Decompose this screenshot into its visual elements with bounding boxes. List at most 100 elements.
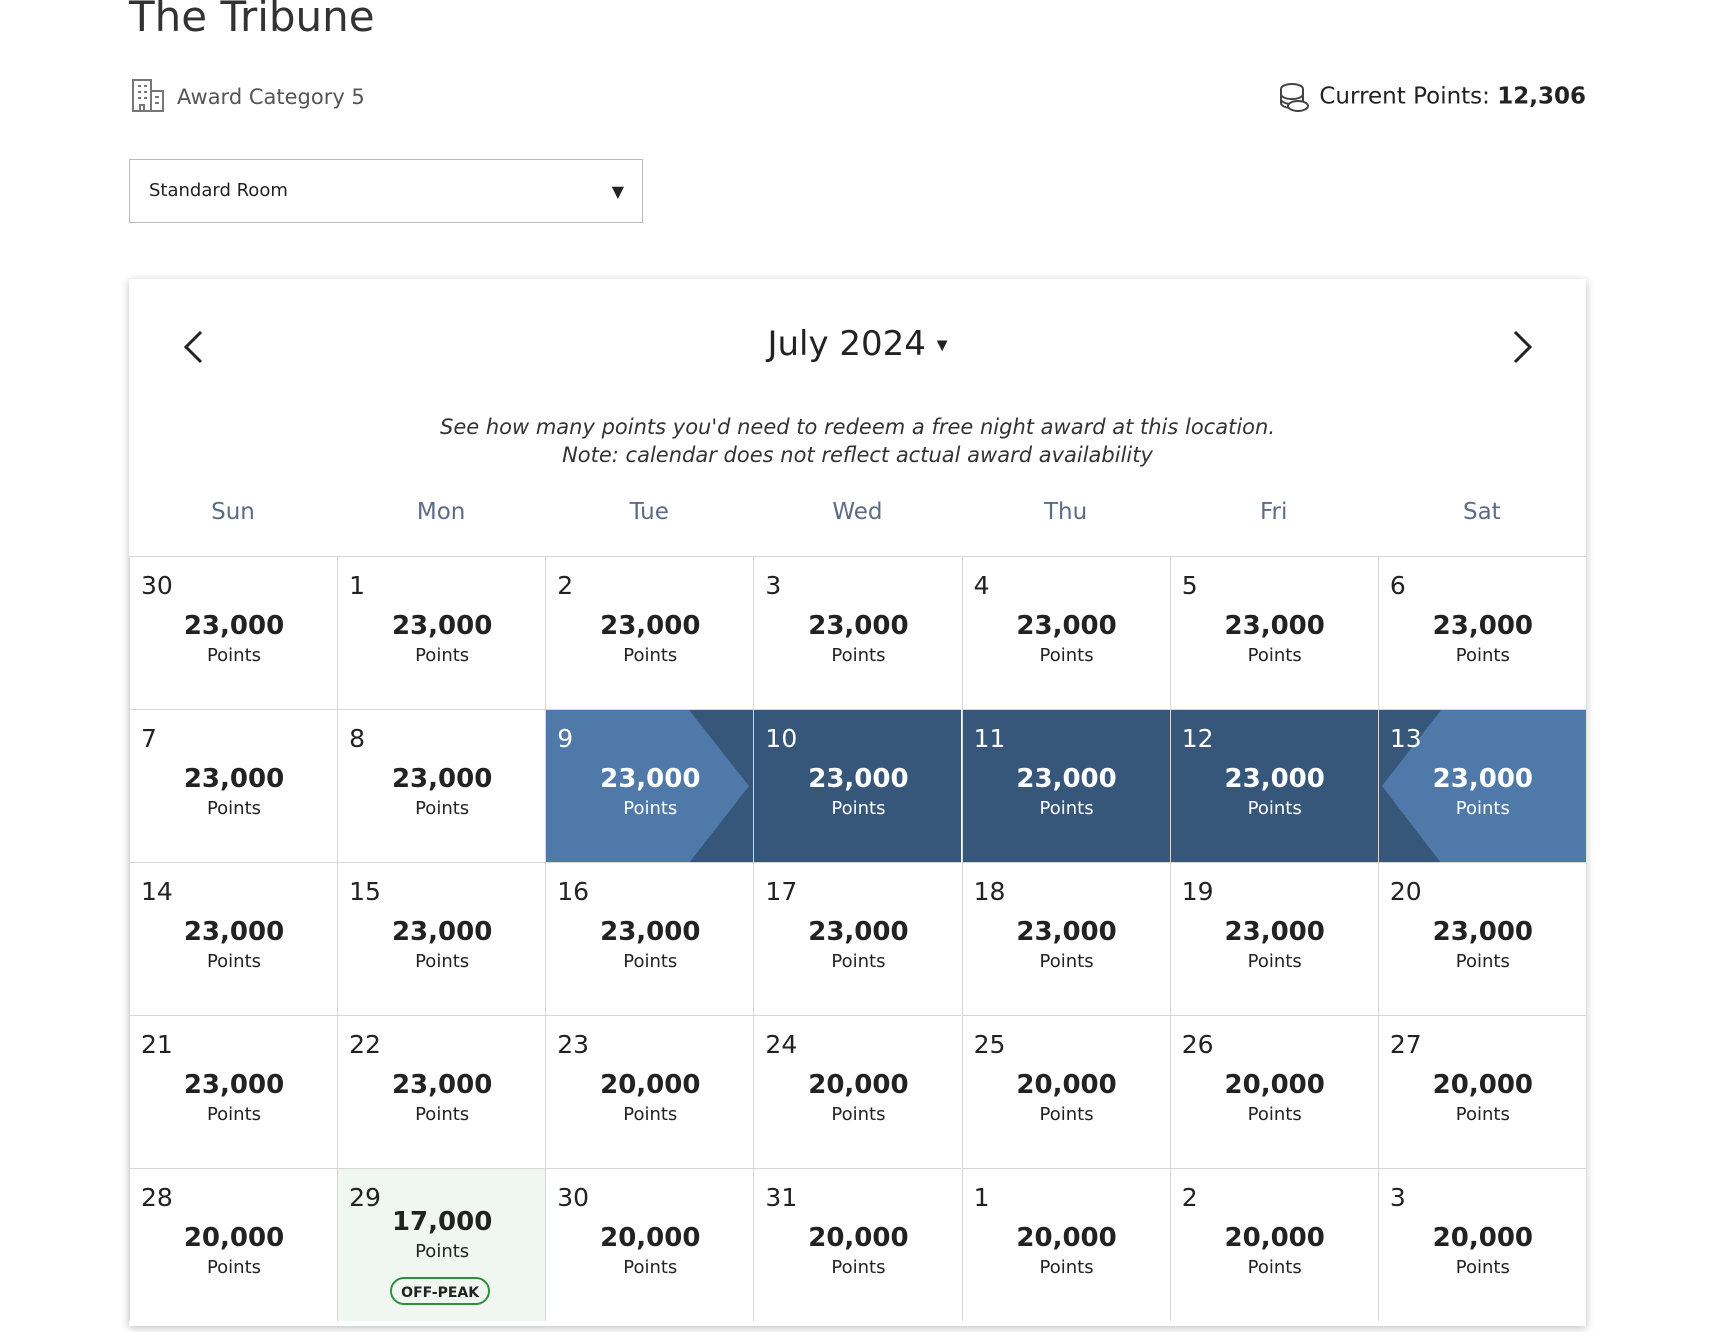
points-unit: Points [206, 1104, 262, 1125]
points: 17,000 [391, 1207, 493, 1237]
points: 23,000 [600, 764, 701, 794]
day-number: 18 [973, 877, 1006, 906]
day-number: 10 [765, 724, 798, 753]
day-cell[interactable]: 7 23,000 Points [129, 709, 337, 862]
day-cell[interactable]: 25 20,000 Points [961, 1015, 1170, 1168]
day-number: 7 [141, 724, 157, 753]
month-label: July 2024 [767, 324, 926, 364]
coins-icon [1280, 83, 1310, 112]
current-points-label: Current Points: [1319, 83, 1490, 110]
points: 20,000 [1016, 1223, 1117, 1253]
calendar-note: See how many points you'd need to redeem… [440, 415, 1275, 467]
points: 23,000 [1432, 764, 1534, 794]
day-cell[interactable]: 9 23,000 Points [545, 709, 754, 862]
day-number: 12 [1181, 724, 1214, 753]
points: 23,000 [1016, 764, 1117, 794]
day-cell[interactable]: 1 23,000 Points [337, 556, 546, 709]
day-number: 22 [349, 1030, 381, 1059]
day-number: 11 [973, 724, 1006, 753]
day-cell[interactable]: 2 23,000 Points [545, 556, 754, 709]
points: 23,000 [1016, 917, 1117, 947]
day-number: 26 [1181, 1030, 1214, 1059]
weekday-label: Tue [629, 499, 669, 525]
day-cell[interactable]: 12 23,000 Points [1169, 709, 1378, 862]
day-number: 9 [557, 724, 574, 753]
current-points: Current Points: 12,306 [1277, 80, 1586, 114]
day-cell[interactable]: 20 23,000 Points [1377, 862, 1586, 1015]
day-cell[interactable]: 24 20,000 Points [753, 1015, 962, 1168]
points-unit: Points [831, 1257, 886, 1278]
day-cell[interactable]: 23 20,000 Points [545, 1015, 754, 1168]
points-unit: Points [1039, 951, 1094, 972]
points: 23,000 [391, 611, 493, 641]
points: 23,000 [1016, 611, 1117, 641]
points-unit: Points [1039, 798, 1094, 819]
day-cell[interactable]: 5 23,000 Points [1169, 556, 1378, 709]
points-unit: Points [831, 645, 886, 666]
day-number: 14 [141, 877, 173, 906]
day-cell[interactable]: 3 23,000 Points [753, 556, 962, 709]
day-cell[interactable]: 15 23,000 Points [337, 862, 546, 1015]
day-cell[interactable]: 11 23,000 Points [961, 709, 1170, 862]
day-number: 1 [349, 571, 366, 600]
points-unit: Points [831, 951, 886, 972]
points-unit: Points [1247, 1257, 1302, 1278]
day-cell[interactable]: 1 20,000 Points [961, 1168, 1170, 1321]
points-unit: Points [623, 951, 678, 972]
day-number: 13 [1389, 724, 1422, 753]
next-month[interactable] [1509, 329, 1535, 365]
day-number: 3 [1389, 1183, 1406, 1212]
day-cell[interactable]: 30 20,000 Points [545, 1168, 754, 1321]
day-cell[interactable]: 26 20,000 Points [1169, 1015, 1378, 1168]
points-unit: Points [623, 798, 678, 819]
day-cell[interactable]: 21 23,000 Points [129, 1015, 337, 1168]
building-icon [132, 79, 164, 112]
points: 20,000 [808, 1223, 909, 1253]
day-number: 1 [973, 1183, 990, 1212]
points-unit: Points [206, 1257, 262, 1278]
off-peak-badge: OFF-PEAK [390, 1277, 491, 1305]
room-select-value: Standard Room [149, 180, 288, 201]
day-cell[interactable]: 6 23,000 Points [1377, 556, 1586, 709]
points: 23,000 [808, 611, 909, 641]
day-cell[interactable]: 27 20,000 Points [1377, 1015, 1586, 1168]
day-cell[interactable]: 31 20,000 Points [753, 1168, 962, 1321]
day-cell[interactable]: 30 23,000 Points [129, 556, 337, 709]
day-number: 31 [765, 1183, 798, 1212]
points: 23,000 [391, 1070, 493, 1100]
points: 20,000 [1432, 1223, 1534, 1253]
day-cell[interactable]: 28 20,000 Points [129, 1168, 337, 1321]
day-cell[interactable]: 19 23,000 Points [1169, 862, 1378, 1015]
weekday-label: Thu [1043, 499, 1088, 525]
day-cell[interactable]: 8 23,000 Points [337, 709, 546, 862]
points: 23,000 [1432, 611, 1534, 641]
points: 20,000 [600, 1223, 701, 1253]
day-cell[interactable]: 3 20,000 Points [1377, 1168, 1586, 1321]
day-cell[interactable]: 4 23,000 Points [961, 556, 1170, 709]
award-category: Award Category 5 [177, 85, 365, 109]
day-cell[interactable]: 14 23,000 Points [129, 862, 337, 1015]
points-unit: Points [1247, 798, 1302, 819]
points-unit: Points [206, 645, 262, 666]
day-cell[interactable]: 13 23,000 Points [1377, 709, 1586, 862]
day-cell[interactable]: 29 17,000 Points OFF-PEAK [337, 1168, 546, 1321]
day-number: 8 [349, 724, 366, 753]
day-cell[interactable]: 18 23,000 Points [961, 862, 1170, 1015]
day-number: 30 [141, 571, 173, 600]
day-cell[interactable]: 10 23,000 Points [753, 709, 962, 862]
room-select[interactable]: Standard Room ▼ [129, 159, 643, 223]
prev-month[interactable] [181, 329, 207, 365]
day-number: 15 [349, 877, 381, 906]
points: 23,000 [1432, 917, 1534, 947]
day-number: 6 [1389, 571, 1406, 600]
day-cell[interactable]: 2 20,000 Points [1169, 1168, 1378, 1321]
weekday-label: Fri [1260, 499, 1288, 525]
month-selector[interactable]: July 2024 ▼ [129, 324, 1586, 364]
day-cell[interactable]: 17 23,000 Points [753, 862, 962, 1015]
day-cell[interactable]: 16 23,000 Points [545, 862, 754, 1015]
points: 20,000 [1016, 1070, 1117, 1100]
weekday-label: Wed [832, 499, 883, 525]
day-cell[interactable]: 22 23,000 Points [337, 1015, 546, 1168]
points: 20,000 [808, 1070, 909, 1100]
